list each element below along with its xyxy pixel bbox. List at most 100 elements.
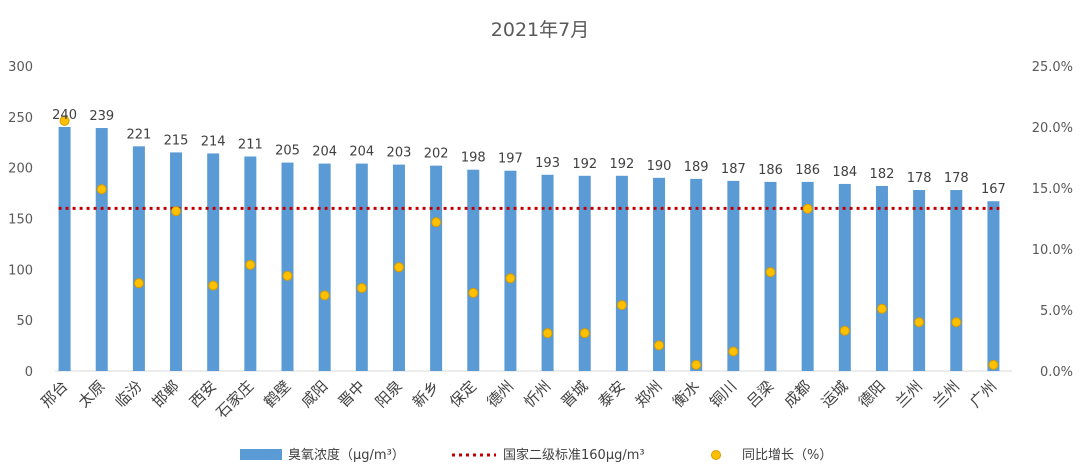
category-label: 泰安 bbox=[595, 377, 629, 411]
right-tick-label: 15.0% bbox=[1032, 182, 1073, 197]
bar bbox=[541, 174, 554, 371]
category-label: 新乡 bbox=[409, 377, 443, 411]
bar bbox=[58, 127, 71, 371]
bar-series bbox=[58, 127, 1000, 371]
bar bbox=[318, 163, 331, 371]
right-y-axis: 0.0% 5.0% 10.0% 15.0% 20.0% 25.0% bbox=[1032, 60, 1073, 380]
bar-value-label: 184 bbox=[832, 165, 857, 180]
category-label: 兰州 bbox=[929, 377, 963, 411]
left-y-axis: 0 50 100 150 200 250 300 bbox=[8, 60, 33, 380]
bar-value-label: 204 bbox=[349, 145, 374, 160]
bar-value-label: 240 bbox=[52, 108, 77, 123]
category-label: 成都 bbox=[781, 377, 815, 411]
yoy-point bbox=[914, 317, 925, 328]
category-label: 石家庄 bbox=[213, 377, 258, 422]
bar-value-label: 190 bbox=[647, 159, 672, 174]
right-tick-label: 25.0% bbox=[1032, 60, 1073, 75]
bar bbox=[690, 178, 703, 371]
bar bbox=[281, 162, 294, 371]
bar-value-label: 198 bbox=[461, 151, 486, 166]
category-label: 阳泉 bbox=[372, 377, 406, 411]
bar bbox=[653, 177, 666, 371]
bar bbox=[355, 163, 368, 371]
bar-value-label: 202 bbox=[424, 147, 449, 162]
category-label: 衡水 bbox=[669, 377, 703, 411]
yoy-point bbox=[133, 278, 144, 289]
bar-value-label: 203 bbox=[387, 146, 412, 161]
right-tick-label: 20.0% bbox=[1032, 121, 1073, 136]
right-tick-label: 10.0% bbox=[1032, 243, 1073, 258]
bar bbox=[727, 180, 740, 371]
yoy-point bbox=[208, 280, 219, 291]
yoy-point bbox=[728, 346, 739, 357]
yoy-point bbox=[59, 115, 70, 126]
bar-value-label: 239 bbox=[89, 109, 114, 124]
category-label: 太原 bbox=[75, 377, 109, 411]
bar bbox=[950, 190, 963, 371]
legend-swatch-dot bbox=[711, 450, 721, 460]
bar bbox=[578, 175, 591, 371]
left-tick-label: 50 bbox=[16, 314, 33, 329]
yoy-point bbox=[616, 300, 627, 311]
bar-value-label: 167 bbox=[981, 182, 1006, 197]
category-label: 德州 bbox=[483, 377, 517, 411]
bar bbox=[875, 185, 888, 371]
yoy-point bbox=[468, 287, 479, 298]
bar-value-label: 178 bbox=[907, 171, 932, 186]
bar-value-label: 204 bbox=[312, 145, 337, 160]
bar bbox=[430, 165, 443, 371]
bar bbox=[132, 146, 145, 371]
bar bbox=[504, 170, 517, 371]
bar-value-label: 205 bbox=[275, 144, 300, 159]
bar-value-label: 215 bbox=[164, 133, 189, 148]
bar-value-label: 186 bbox=[795, 163, 820, 178]
category-label: 邢台 bbox=[37, 377, 71, 411]
left-tick-label: 100 bbox=[8, 263, 33, 278]
bar-value-label: 221 bbox=[126, 127, 151, 142]
left-tick-label: 300 bbox=[8, 60, 33, 75]
category-label: 吕梁 bbox=[743, 377, 777, 411]
category-label: 鹤壁 bbox=[260, 377, 294, 411]
bar-value-label: 211 bbox=[238, 137, 263, 152]
yoy-point bbox=[802, 203, 813, 214]
category-label: 德阳 bbox=[855, 377, 889, 411]
chart-title: 2021年7月 bbox=[491, 19, 589, 41]
bar bbox=[207, 153, 220, 371]
category-label: 保定 bbox=[446, 377, 480, 411]
category-label: 运城 bbox=[818, 377, 852, 411]
category-label: 临汾 bbox=[112, 377, 146, 411]
yoy-point bbox=[579, 328, 590, 339]
yoy-point bbox=[393, 262, 404, 273]
bar bbox=[170, 152, 183, 371]
bar bbox=[95, 128, 108, 371]
category-label: 忻州 bbox=[520, 377, 554, 411]
legend-label-bar: 臭氧浓度（μg/m³） bbox=[288, 447, 405, 463]
legend-label-line: 国家二级标准160μg/m³ bbox=[503, 447, 645, 463]
left-tick-label: 150 bbox=[8, 213, 33, 228]
left-tick-label: 0 bbox=[25, 365, 33, 380]
category-label: 郑州 bbox=[632, 377, 666, 411]
yoy-point bbox=[96, 184, 107, 195]
yoy-point bbox=[431, 217, 442, 228]
legend-label-dot: 同比增长（%） bbox=[742, 448, 832, 463]
category-label: 咸阳 bbox=[298, 377, 332, 411]
bar-value-label: 192 bbox=[572, 157, 597, 172]
yoy-point bbox=[988, 359, 999, 370]
bar-value-label: 189 bbox=[684, 160, 709, 175]
legend: 臭氧浓度（μg/m³） 国家二级标准160μg/m³ 同比增长（%） bbox=[240, 447, 832, 463]
bar bbox=[467, 169, 480, 371]
bar-value-label: 193 bbox=[535, 156, 560, 171]
right-tick-label: 0.0% bbox=[1040, 365, 1073, 380]
bar bbox=[987, 201, 1000, 371]
yoy-series bbox=[59, 115, 999, 370]
bar-value-label: 186 bbox=[758, 163, 783, 178]
bar-value-label: 182 bbox=[870, 167, 895, 182]
bar bbox=[838, 183, 851, 371]
legend-swatch-bar bbox=[240, 449, 282, 460]
bar bbox=[913, 190, 926, 371]
yoy-point bbox=[654, 340, 665, 351]
yoy-point bbox=[356, 283, 367, 294]
bar-value-label: 178 bbox=[944, 171, 969, 186]
bar-value-label: 187 bbox=[721, 162, 746, 177]
category-label: 晋城 bbox=[558, 377, 592, 411]
